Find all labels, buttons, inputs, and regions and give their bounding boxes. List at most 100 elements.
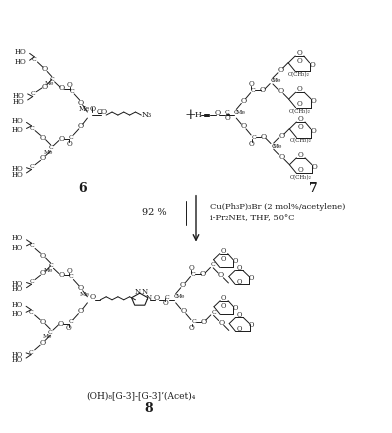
Text: O: O [42, 65, 48, 73]
Text: O: O [189, 264, 194, 272]
Text: O: O [249, 321, 255, 329]
Text: O: O [278, 152, 285, 161]
Text: O: O [298, 166, 303, 174]
Text: O: O [59, 84, 65, 92]
Text: O: O [261, 133, 267, 141]
Text: O: O [311, 97, 317, 105]
Text: Me: Me [43, 334, 52, 339]
Text: O: O [236, 278, 242, 286]
Text: C: C [173, 294, 178, 299]
Text: HO: HO [12, 356, 23, 364]
Text: C: C [48, 330, 53, 335]
Text: Me: Me [175, 294, 185, 299]
Text: O: O [312, 163, 318, 171]
Text: C(CH₃)₂: C(CH₃)₂ [290, 175, 312, 180]
Text: Me: Me [79, 292, 89, 297]
Text: HO: HO [12, 280, 24, 288]
Text: Me: Me [79, 105, 90, 113]
Text: O: O [260, 87, 266, 94]
Text: C: C [48, 145, 53, 150]
Text: 6: 6 [78, 182, 87, 195]
Text: O: O [249, 139, 255, 148]
Text: O: O [100, 108, 107, 116]
Text: O: O [40, 269, 46, 277]
Text: C: C [29, 310, 34, 315]
Text: HO: HO [12, 351, 23, 359]
Text: O: O [278, 132, 285, 140]
Text: H: H [194, 111, 201, 119]
Text: i-Pr₂NEt, THF, 50°C: i-Pr₂NEt, THF, 50°C [210, 214, 294, 222]
Text: C(CH₃)₂: C(CH₃)₂ [289, 139, 311, 143]
Text: C: C [29, 349, 34, 355]
Text: N: N [142, 288, 147, 296]
Text: O: O [58, 320, 64, 327]
Text: HO: HO [12, 126, 24, 134]
Text: C: C [191, 319, 196, 324]
Text: Me: Me [44, 81, 54, 86]
Text: O: O [77, 307, 83, 315]
Text: Me: Me [272, 78, 281, 84]
Text: HO: HO [12, 116, 24, 125]
Text: HO: HO [12, 165, 24, 174]
Text: O: O [40, 318, 45, 326]
Text: O: O [200, 318, 207, 326]
Text: HO: HO [12, 244, 24, 252]
Text: HO: HO [13, 92, 25, 100]
Text: O: O [90, 293, 96, 301]
Text: O: O [42, 83, 47, 90]
Text: O: O [237, 311, 242, 319]
Text: O: O [310, 61, 315, 69]
Text: C: C [49, 77, 54, 82]
Text: C: C [270, 78, 275, 84]
Text: C: C [29, 126, 34, 131]
Text: O: O [297, 85, 303, 93]
Text: C: C [69, 275, 73, 279]
Text: C(CH₃)₂: C(CH₃)₂ [289, 110, 311, 115]
Text: O: O [218, 271, 224, 279]
Text: Me: Me [43, 150, 53, 155]
Text: O: O [233, 304, 239, 313]
Text: O: O [66, 324, 71, 332]
Text: O: O [236, 264, 242, 272]
Text: C: C [165, 295, 169, 300]
Text: O: O [89, 106, 96, 113]
Text: 8: 8 [145, 402, 153, 415]
Text: C: C [48, 263, 53, 268]
Text: Me: Me [273, 144, 282, 149]
Text: O: O [249, 274, 254, 282]
Text: O: O [66, 267, 72, 275]
Text: C: C [271, 144, 276, 149]
Text: C: C [29, 165, 34, 169]
Text: C: C [211, 310, 216, 315]
Text: O: O [221, 302, 227, 310]
Text: O: O [296, 57, 302, 65]
Text: N: N [135, 288, 141, 296]
Text: Me: Me [43, 268, 53, 272]
Text: O: O [78, 122, 84, 130]
Text: O: O [66, 139, 72, 148]
Text: HO: HO [12, 310, 23, 318]
Text: O: O [277, 66, 283, 74]
Text: O: O [249, 81, 254, 88]
Text: O: O [154, 294, 160, 302]
Text: O: O [221, 247, 226, 255]
Text: O: O [40, 252, 46, 260]
Text: HO: HO [13, 98, 25, 106]
Text: C: C [32, 57, 37, 62]
Text: O: O [296, 49, 302, 57]
Text: C: C [69, 135, 73, 139]
Text: O: O [224, 113, 230, 122]
Text: +: + [184, 108, 196, 122]
Text: HO: HO [15, 48, 27, 55]
Text: C: C [234, 110, 239, 115]
Text: O: O [298, 115, 303, 123]
Text: O: O [240, 97, 246, 105]
Text: C: C [96, 108, 102, 116]
Text: C: C [251, 135, 256, 139]
Text: (OH)₈[G-3]-[G-3]ʼ(Acet)₄: (OH)₈[G-3]-[G-3]ʼ(Acet)₄ [87, 391, 196, 400]
Text: O: O [311, 127, 316, 135]
Text: O: O [67, 81, 73, 89]
Text: O: O [241, 122, 247, 130]
Text: 7: 7 [309, 182, 318, 195]
Text: O: O [237, 325, 242, 333]
